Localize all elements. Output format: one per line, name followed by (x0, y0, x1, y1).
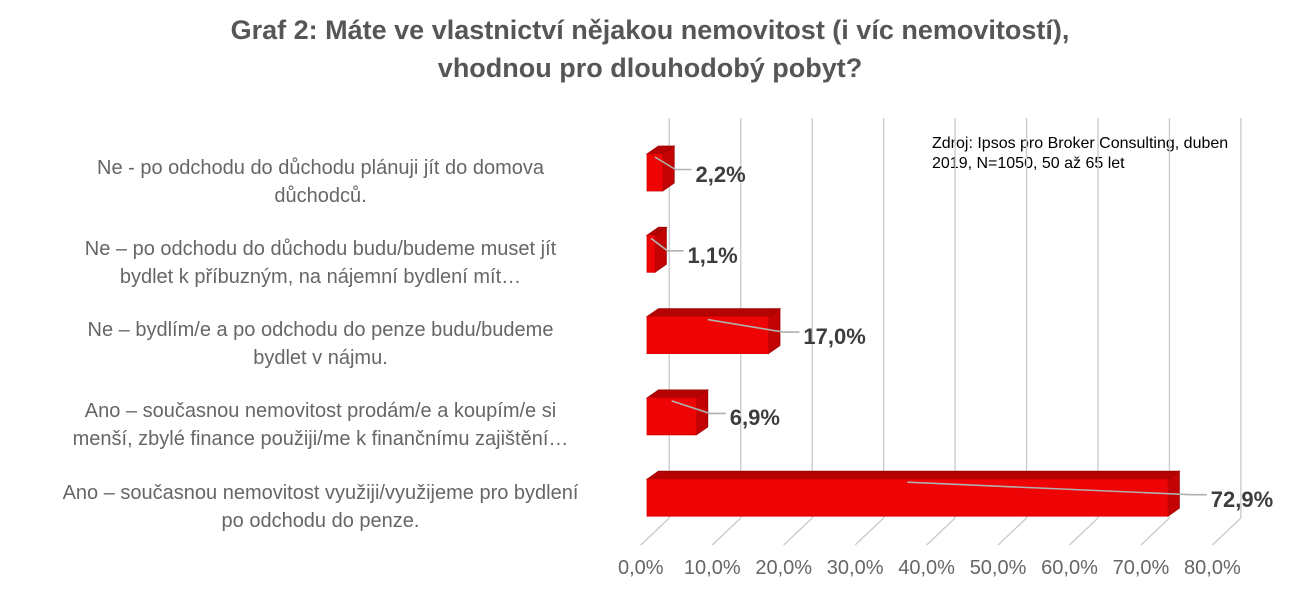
bar-side-face (654, 226, 667, 274)
x-tick-label: 10,0% (683, 557, 741, 579)
category-label-line: Ano – současnou nemovitost využiji/využi… (62, 481, 579, 504)
category-label-line: menší, zbylé finance použiji/me k finanč… (72, 428, 569, 451)
category-label: Ne – bydlím/e a po odchodu do penze budu… (13, 316, 628, 372)
floor-tick (1140, 517, 1170, 546)
value-label: 1,1% (687, 242, 738, 268)
category-label-line: Ne – bydlím/e a po odchodu do penze budu… (87, 319, 554, 342)
category-label-line: bydlet k příbuzným, na nájemní bydlení m… (119, 265, 522, 288)
bar (646, 153, 664, 192)
floor-tick (854, 517, 885, 546)
bar (646, 478, 1169, 517)
category-label-line: důchodců. (274, 184, 367, 207)
chart-title-line-1: Graf 2: Máte ve vlastnictví nějakou nemo… (230, 15, 1070, 45)
category-label-line: Ne - po odchodu do důchodu plánuji jít d… (97, 156, 544, 179)
bar (646, 316, 769, 355)
leader-line (707, 318, 800, 333)
value-label: 72,9% (1210, 486, 1274, 512)
bar (646, 397, 697, 436)
floor-tick (1069, 517, 1099, 546)
category-label-line: bydlet v nájmu. (253, 347, 388, 370)
leader-line (650, 237, 684, 252)
x-tick-label: 40,0% (898, 557, 955, 579)
floor-tick (640, 517, 670, 546)
value-label: 2,2% (695, 161, 746, 187)
bar-top-face (645, 308, 782, 318)
x-tick-label: 50,0% (969, 557, 1027, 579)
leader-line (671, 400, 726, 415)
category-label-line: Ano – současnou nemovitost prodám/e a ko… (84, 400, 557, 423)
leader-line (907, 481, 1207, 496)
category-label: Ano – současnou nemovitost využiji/využi… (13, 479, 628, 535)
bar (646, 234, 656, 273)
x-tick-label: 0,0% (618, 557, 664, 579)
category-label-line: po odchodu do penze. (221, 509, 420, 532)
floor-tick (997, 517, 1028, 546)
source-note-line-1: Zdroj: Ipsos pro Broker Consulting, dube… (932, 135, 1229, 152)
floor-tick (1211, 517, 1242, 546)
bar-top-face (645, 470, 1181, 480)
floor-tick (926, 517, 956, 546)
x-tick-label: 60,0% (1041, 557, 1098, 579)
chart-title-line-2: vhodnou pro dlouhodobý pobyt? (437, 53, 863, 83)
floor-tick (783, 517, 813, 546)
x-tick-label: 20,0% (755, 557, 813, 579)
value-label: 6,9% (729, 405, 780, 431)
category-label: Ano – současnou nemovitost prodám/e a ko… (13, 397, 628, 453)
source-note-line-2: 2019, N=1050, 50 až 65 let (932, 155, 1125, 172)
x-tick-label: 70,0% (1112, 557, 1170, 579)
category-label: Ne - po odchodu do důchodu plánuji jít d… (13, 154, 628, 210)
source-note: Zdroj: Ipsos pro Broker Consulting, dube… (932, 134, 1300, 174)
x-tick-label: 30,0% (826, 557, 884, 579)
floor-tick (711, 517, 742, 546)
category-label: Ne – po odchodu do důchodu budu/budeme m… (13, 235, 628, 291)
category-label-line: Ne – po odchodu do důchodu budu/budeme m… (84, 237, 557, 260)
leader-line (654, 156, 692, 171)
value-label: 17,0% (803, 324, 866, 350)
x-tick-label: 80,0% (1184, 557, 1241, 579)
chart-title: Graf 2: Máte ve vlastnictví nějakou nemo… (0, 11, 1300, 87)
